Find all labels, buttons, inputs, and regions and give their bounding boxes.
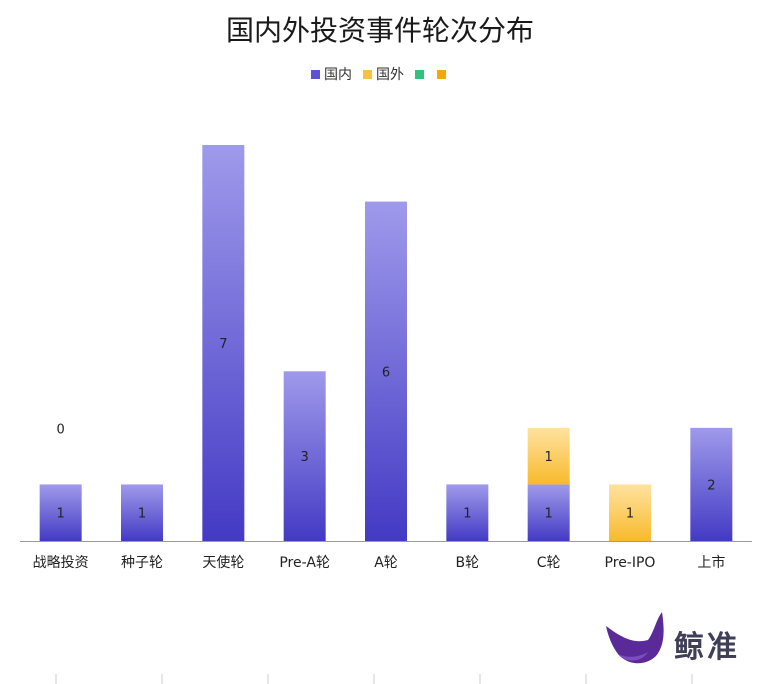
bar-0-2 [202,145,245,541]
legend-label-1: 国外 [376,67,404,83]
x-tick-7: Pre-IPO [605,555,656,571]
data-label-0-3: 3 [301,450,309,465]
legend-swatch-2 [415,70,424,79]
data-label-0-8: 2 [707,478,715,493]
x-tick-4: A轮 [374,555,398,571]
bar-0-4 [365,201,407,542]
logo-text: 鲸准 [674,630,740,665]
x-tick-0: 战略投资 [33,555,89,571]
data-label-0-6: 1 [545,507,553,522]
legend-swatch-1 [363,70,372,79]
bar-0-1 [121,484,163,541]
data-label-1-7: 1 [626,507,634,522]
whale-icon [606,612,664,664]
data-label-0-0: 1 [57,507,65,522]
bar-1-6 [527,427,570,485]
x-tick-6: C轮 [537,555,561,571]
bar-0-0 [39,484,82,541]
x-tick-3: Pre-A轮 [279,555,330,571]
bar-0-8 [690,427,733,541]
bar-0-3 [283,371,326,541]
legend-swatch-3 [437,70,446,79]
data-label-0-2: 7 [219,337,227,352]
x-tick-5: B轮 [456,555,480,571]
data-label-0-5: 1 [463,507,471,522]
chart-title: 国内外投资事件轮次分布 [226,14,534,47]
legend: 国内 国外 [311,67,446,83]
legend-label-0: 国内 [324,67,352,83]
x-tick-1: 种子轮 [121,555,163,571]
bottom-tick-marks [55,674,693,684]
data-label-0-4: 6 [382,365,390,380]
x-tick-2: 天使轮 [202,554,244,571]
bars-group: 1 0 1 7 3 6 1 1 1 1 2 [39,145,733,542]
x-tick-labels: 战略投资 种子轮 天使轮 Pre-A轮 A轮 B轮 C轮 Pre-IPO 上市 [33,554,726,571]
x-tick-8: 上市 [697,554,725,571]
jingzhun-logo: 鲸准 [604,610,754,672]
data-label-0-1: 1 [138,507,146,522]
legend-swatch-0 [311,70,320,79]
bar-0-5 [446,484,489,541]
data-label-1-0: 0 [57,422,65,437]
bar-1-7 [609,484,651,541]
data-label-1-6: 1 [545,450,553,465]
bar-0-6 [527,484,570,541]
